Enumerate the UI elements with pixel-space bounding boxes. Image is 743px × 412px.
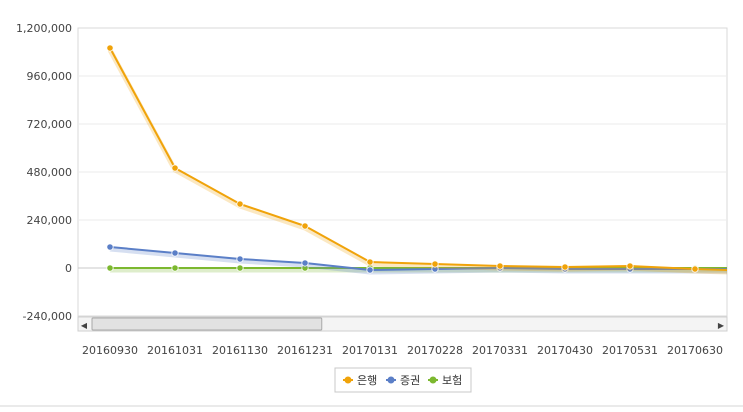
data-point[interactable] (431, 260, 439, 268)
y-tick-label: 480,000 (27, 166, 73, 179)
legend-label: 은행 (357, 374, 377, 387)
y-tick-label: -240,000 (23, 310, 72, 323)
scroll-right-arrow[interactable]: ▶ (718, 321, 725, 330)
legend-marker (429, 376, 437, 384)
data-point[interactable] (366, 258, 374, 266)
x-tick-label: 20161031 (147, 344, 203, 357)
legend-marker (387, 376, 395, 384)
legend-item[interactable]: 은행 (343, 374, 377, 387)
data-point[interactable] (236, 200, 244, 208)
data-point[interactable] (236, 264, 244, 272)
x-tick-label: 20170331 (472, 344, 528, 357)
y-tick-label: 240,000 (27, 214, 73, 227)
legend-label: 보험 (442, 374, 462, 387)
x-tick-label: 20170630 (667, 344, 723, 357)
x-tick-label: 20170131 (342, 344, 398, 357)
series-group (106, 44, 727, 275)
x-tick-label: 20161231 (277, 344, 333, 357)
y-tick-label: 1,200,000 (16, 22, 72, 35)
data-point[interactable] (106, 243, 114, 251)
legend-marker (344, 376, 352, 384)
data-point[interactable] (301, 222, 309, 230)
data-point[interactable] (171, 164, 179, 172)
data-point[interactable] (171, 264, 179, 272)
legend-box (334, 367, 472, 393)
x-tick-label: 20170228 (407, 344, 463, 357)
data-point[interactable] (691, 265, 699, 273)
x-tick-label: 20170531 (602, 344, 658, 357)
data-point[interactable] (236, 255, 244, 263)
y-tick-label: 720,000 (27, 118, 73, 131)
scrollbar-thumb[interactable] (91, 317, 323, 331)
y-tick-label: 960,000 (27, 70, 73, 83)
y-tick-label: 0 (65, 262, 72, 275)
data-point[interactable] (626, 262, 634, 270)
legend-label: 증권 (400, 374, 420, 387)
data-point[interactable] (496, 262, 504, 270)
scroll-left-arrow[interactable]: ◀ (81, 321, 88, 330)
data-point[interactable] (561, 263, 569, 271)
x-tick-label: 20161130 (212, 344, 268, 357)
x-tick-label: 20160930 (82, 344, 138, 357)
data-point[interactable] (301, 259, 309, 267)
data-point[interactable] (171, 249, 179, 257)
legend-item[interactable]: 증권 (386, 374, 420, 387)
data-point[interactable] (106, 44, 114, 52)
legend-item[interactable]: 보험 (428, 374, 462, 387)
x-tick-label: 20170430 (537, 344, 593, 357)
data-point[interactable] (106, 264, 114, 272)
data-point[interactable] (366, 266, 374, 274)
